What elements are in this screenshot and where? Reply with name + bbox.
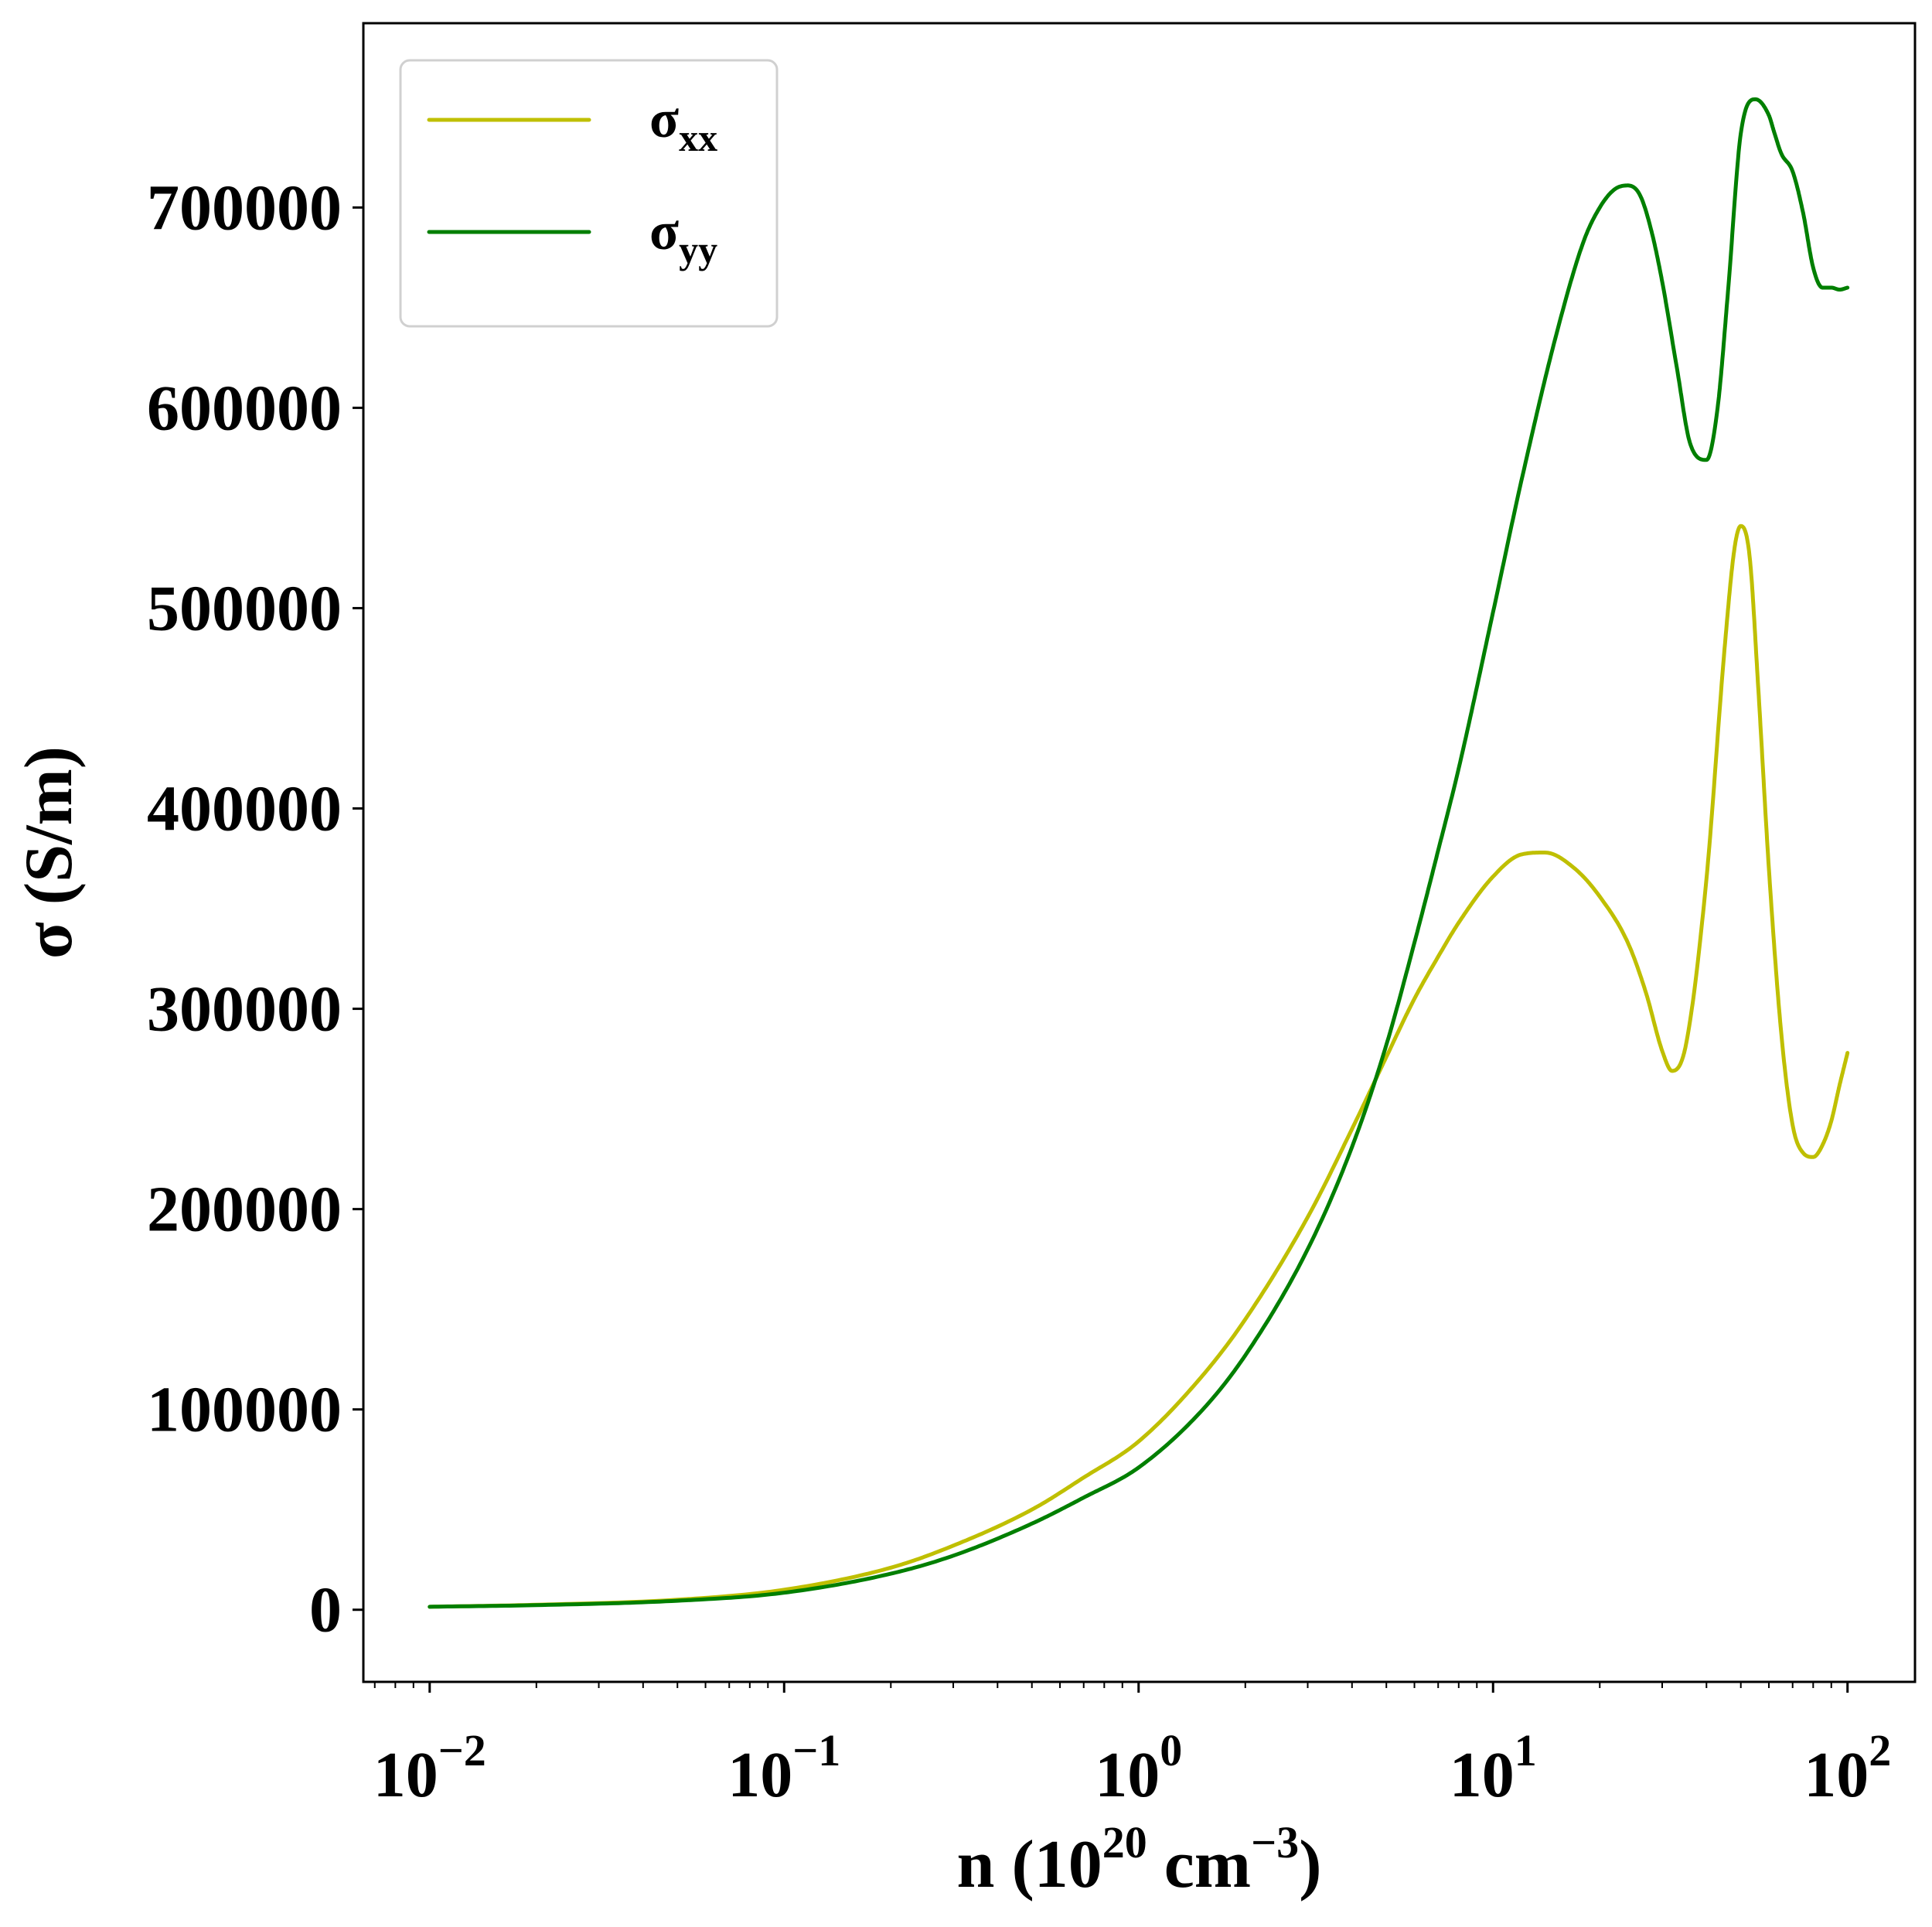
y-tick-label-0: 0	[309, 1574, 342, 1646]
y-tick-label-7: 700000	[147, 172, 342, 244]
y-tick-label-6: 600000	[147, 372, 342, 444]
x-tick-label-exponent: 1	[1515, 1725, 1537, 1775]
legend: σxx σyy	[399, 59, 779, 328]
y-tick-label-1: 100000	[147, 1374, 342, 1446]
legend-label-sigma-xx-base: σ	[649, 90, 679, 149]
x-tick-label-exponent: 2	[1869, 1725, 1891, 1775]
x-axis-label-main: n (10	[957, 1827, 1102, 1902]
x-tick-label-base: 10	[1095, 1739, 1160, 1811]
y-axis: 0 100000 200000 300000 400000 500000 600000 700…	[147, 172, 363, 1646]
legend-label-sigma-yy-subscript: yy	[679, 228, 717, 271]
x-tick-label-exponent: 0	[1160, 1725, 1182, 1775]
y-tick-label-5: 500000	[147, 572, 342, 644]
x-axis-label: n (1020 cm−3)	[957, 1817, 1322, 1902]
y-tick-label-3: 300000	[147, 974, 342, 1045]
y-axis-label: σ (S/m)	[12, 746, 87, 959]
x-tick-label-0: 10−2	[373, 1725, 486, 1811]
x-tick-label-3: 101	[1450, 1725, 1537, 1811]
y-tick-label-4: 400000	[147, 773, 342, 845]
legend-label-sigma-xx: σxx	[649, 90, 717, 159]
x-tick-label-base: 10	[727, 1739, 792, 1811]
x-axis: 10−2 10−1 100 101 102	[373, 1682, 1891, 1811]
x-tick-label-1: 10−1	[727, 1725, 840, 1811]
x-axis-label-mid: cm	[1147, 1827, 1251, 1902]
series-line-yy	[428, 97, 1850, 1609]
x-tick-label-base: 10	[1804, 1739, 1869, 1811]
series-layer	[428, 97, 1850, 1609]
x-tick-label-4: 102	[1804, 1725, 1891, 1811]
x-tick-label-base: 10	[1450, 1739, 1515, 1811]
x-axis-label-exponent-2: −3	[1251, 1817, 1299, 1867]
x-tick-label-base: 10	[373, 1739, 438, 1811]
y-tick-label-2: 200000	[147, 1174, 342, 1246]
legend-label-sigma-yy: σyy	[649, 202, 717, 271]
series-line-xx	[428, 524, 1850, 1609]
legend-label-sigma-yy-base: σ	[649, 202, 679, 261]
x-tick-label-exponent: −1	[792, 1725, 840, 1775]
x-axis-label-end: )	[1299, 1827, 1321, 1902]
legend-box	[399, 59, 779, 328]
x-tick-label-exponent: −2	[438, 1725, 486, 1775]
x-tick-label-2: 100	[1095, 1725, 1182, 1811]
legend-label-sigma-xx-subscript: xx	[679, 116, 717, 159]
x-axis-label-exponent-1: 20	[1102, 1817, 1147, 1867]
